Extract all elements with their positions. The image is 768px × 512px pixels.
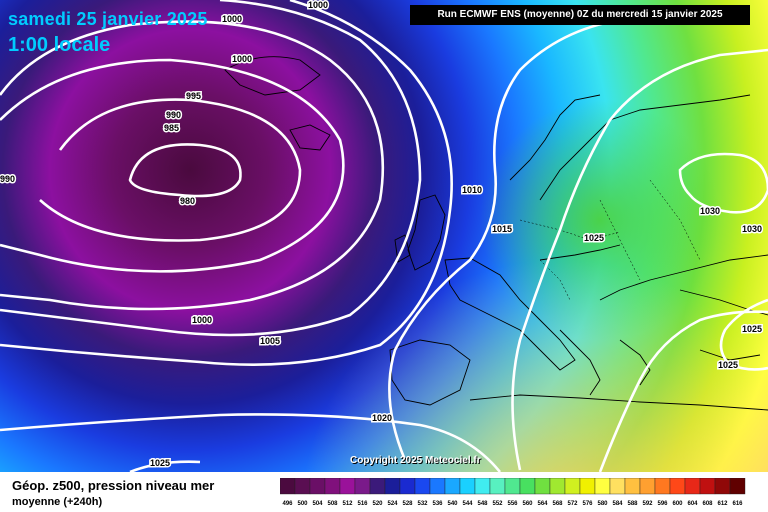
isobar-label: 1020 [372, 413, 392, 423]
legend-swatch [519, 478, 536, 495]
legend-swatch [639, 478, 656, 495]
isobar-label: 1025 [584, 233, 604, 243]
isobar-label: 1025 [742, 324, 762, 334]
legend-value: 540 [447, 501, 458, 507]
legend-value: 552 [492, 501, 503, 507]
isobar-label: 1000 [222, 14, 242, 24]
legend-value: 592 [642, 501, 653, 507]
legend-swatch [579, 478, 596, 495]
isobars [0, 0, 768, 472]
legend-value: 500 [297, 501, 308, 507]
isobar-label: 990 [0, 174, 15, 184]
legend-swatch [354, 478, 371, 495]
legend-swatch [594, 478, 611, 495]
legend-swatch [564, 478, 581, 495]
isobar-label: 1030 [742, 224, 762, 234]
legend-value: 548 [477, 501, 488, 507]
legend-value: 504 [312, 501, 323, 507]
legend-swatch [309, 478, 326, 495]
isobar-label: 1000 [192, 315, 212, 325]
isobar-labels: 1000 1000 1000 995 990 985 980 990 1010 … [0, 0, 764, 470]
isobar-label: 995 [186, 91, 201, 101]
legend-value: 532 [417, 501, 428, 507]
legend-value: 604 [687, 501, 698, 507]
legend-swatch [324, 478, 341, 495]
legend-swatch [549, 478, 566, 495]
legend-swatch [609, 478, 626, 495]
weather-map: 1000 1000 1000 995 990 985 980 990 1010 … [0, 0, 768, 472]
isobar-label: 985 [164, 123, 179, 133]
legend-swatch [489, 478, 506, 495]
legend-value: 584 [612, 501, 623, 507]
legend-value: 608 [702, 501, 713, 507]
legend-swatch [669, 478, 686, 495]
legend-value: 544 [462, 501, 473, 507]
legend-value: 524 [387, 501, 398, 507]
legend-value: 612 [717, 501, 728, 507]
legend-value: 520 [372, 501, 383, 507]
isobar-label: 1000 [232, 54, 252, 64]
footer-subtitle: moyenne (+240h) [12, 496, 103, 508]
legend-swatch [654, 478, 671, 495]
legend-value: 556 [507, 501, 518, 507]
isobar-label: 980 [180, 196, 195, 206]
legend-swatch [444, 478, 461, 495]
color-legend: 496 500 504 508 512 516 520 524 528 532 536 540 544 5… [280, 478, 746, 507]
legend-value: 496 [282, 501, 293, 507]
legend-value: 536 [432, 501, 443, 507]
legend-value: 576 [582, 501, 593, 507]
legend-swatch [339, 478, 356, 495]
legend-swatch [280, 478, 296, 495]
isobar-label: 990 [166, 110, 181, 120]
forecast-time: 1:00 locale [8, 34, 111, 56]
legend-value: 508 [327, 501, 338, 507]
legend-swatch [729, 478, 746, 495]
isobar-label: 1030 [700, 206, 720, 216]
isobar-label: 1005 [260, 336, 280, 346]
legend-swatch [399, 478, 416, 495]
legend-swatch [699, 478, 716, 495]
legend-swatch [429, 478, 446, 495]
isobar-label: 1000 [308, 0, 328, 10]
legend-swatch [474, 478, 491, 495]
legend-swatch [534, 478, 551, 495]
run-info: Run ECMWF ENS (moyenne) 0Z du mercredi 1… [410, 5, 750, 25]
legend-swatch [624, 478, 641, 495]
legend-swatch [504, 478, 521, 495]
forecast-date: samedi 25 janvier 2025 [8, 9, 208, 29]
legend-value: 512 [342, 501, 353, 507]
legend-value: 600 [672, 501, 683, 507]
legend-value: 560 [522, 501, 533, 507]
legend-value: 528 [402, 501, 413, 507]
isobar-label: 1025 [718, 360, 738, 370]
legend-swatch [714, 478, 731, 495]
legend-value: 564 [537, 501, 548, 507]
isobar-label: 1025 [150, 458, 170, 468]
legend-swatch [414, 478, 431, 495]
isobar-label: 1015 [492, 224, 512, 234]
legend-swatch [684, 478, 701, 495]
legend-value: 596 [657, 501, 668, 507]
copyright: Copyright 2025 Meteociel.fr [350, 455, 481, 466]
isobar-label: 1010 [462, 185, 482, 195]
legend-value: 516 [357, 501, 368, 507]
legend-value: 568 [552, 501, 563, 507]
legend-swatch [459, 478, 476, 495]
legend-value: 572 [567, 501, 578, 507]
legend-value: 580 [597, 501, 608, 507]
legend-swatch [369, 478, 386, 495]
legend-value: 588 [627, 501, 638, 507]
footer-title: Géop. z500, pression niveau mer [12, 478, 215, 493]
legend-swatch [294, 478, 311, 495]
legend-value: 616 [732, 501, 743, 507]
legend-swatch [384, 478, 401, 495]
